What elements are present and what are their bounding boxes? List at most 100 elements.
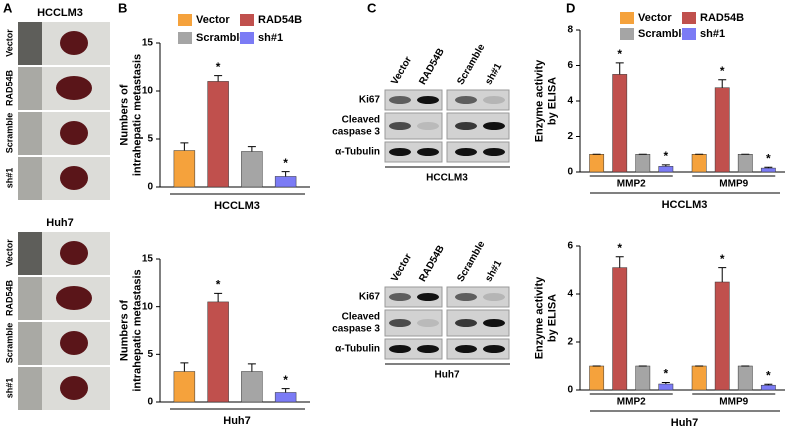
error-bar [281,388,290,393]
error-bar [764,166,773,169]
bar [760,384,776,391]
bar [612,267,628,391]
band [483,293,505,301]
lane-label: sh#1 [483,61,504,87]
row-label: Cleaved [342,115,380,126]
blot [384,338,443,360]
y-tick-label: 8 [567,25,573,36]
bar [274,176,297,188]
legend-swatch [620,28,634,40]
panel-letter: A [3,0,13,15]
y-tick-label: 15 [142,38,154,49]
ruler [18,67,42,110]
bar [241,151,263,188]
error-bar [661,382,670,384]
bar [635,365,651,391]
legend-label: Scramble [638,28,688,40]
bar [691,365,707,391]
y-tick-label: 0 [147,182,153,193]
error-bar [615,256,624,268]
y-tick-label: 0 [147,397,153,408]
y-axis-label: Numbers of [118,84,130,145]
band [483,96,505,104]
row-label: RAD54B [4,69,14,106]
bar [691,154,707,173]
y-tick-label: 2 [567,337,573,348]
legend-label: RAD54B [258,14,302,26]
significance: * [664,367,669,381]
y-axis-label: Enzyme activity [533,59,545,142]
bar [207,301,229,403]
lane-label: Scramble [455,239,487,284]
significance: * [720,64,725,78]
band [389,122,411,130]
y-tick-label: 0 [567,167,573,178]
error-bar [764,383,773,386]
row-label: sh#1 [4,378,14,399]
ruler [18,277,42,320]
row-label: α-Tubulin [335,344,380,355]
legend-label: RAD54B [700,12,744,24]
panel-letter: B [118,0,127,15]
cell-line: Huh7 [435,370,460,381]
liver [60,121,88,145]
band [389,293,411,301]
error-bar [718,79,727,88]
group-title: HCCLM3 [37,7,83,19]
band [455,293,477,301]
liver [56,286,92,310]
x-tick-label: MMP9 [719,179,748,190]
row-label: Cleaved [342,312,380,323]
error-bar [180,142,189,151]
y-tick-label: 10 [142,301,154,312]
row-label: Ki67 [359,95,381,106]
bar [737,365,753,391]
band [389,148,411,156]
significance: * [283,373,288,387]
band [455,96,477,104]
band [417,319,439,327]
liver [60,166,88,190]
ruler [18,367,42,410]
lane-label: Scramble [455,42,487,87]
blot [384,141,443,163]
liver [60,376,88,400]
liver [60,241,88,265]
ruler [18,112,42,155]
legend-swatch [620,12,634,24]
bar [589,154,605,173]
legend-label: sh#1 [700,28,725,40]
y-axis-label: Enzyme activity [533,276,545,359]
y-tick-label: 5 [147,349,153,360]
x-tick-label: MMP9 [719,397,748,408]
y-tick-label: 2 [567,131,573,142]
liver [56,76,92,100]
cell-line: HCCLM3 [426,173,468,184]
legend-label: Vector [196,14,230,26]
error-bar [214,292,223,302]
significance: * [617,47,622,61]
significance: * [720,252,725,266]
row-label: Scramble [4,113,14,154]
band [455,345,477,353]
legend-swatch [682,12,696,24]
band [483,148,505,156]
blot [384,89,443,111]
x-axis-label: HCCLM3 [214,200,260,212]
band [417,345,439,353]
liver [60,31,88,55]
row-label: caspase 3 [332,324,380,335]
error-bar [247,363,256,372]
bar [658,383,674,391]
blot [384,286,443,308]
legend-swatch [240,32,254,44]
significance: * [283,156,288,170]
band [483,319,505,327]
y-axis-label: intrahepatic metastasis [131,54,143,176]
bar [714,281,730,391]
significance: * [766,151,771,165]
row-label: sh#1 [4,168,14,189]
x-tick-label: MMP2 [617,397,646,408]
blot [446,286,510,308]
x-axis-label: Huh7 [223,415,251,427]
